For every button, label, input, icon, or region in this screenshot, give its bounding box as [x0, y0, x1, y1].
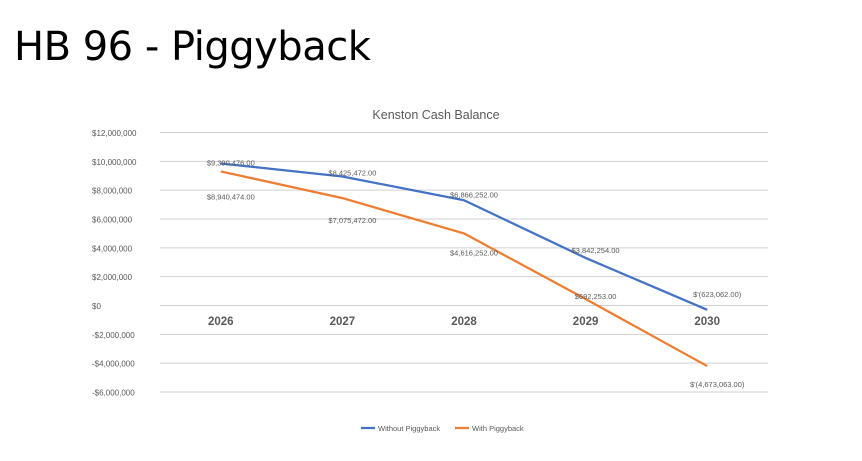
- y-tick-label: $4,000,000: [92, 244, 133, 253]
- data-labels: $9,390,476.00 $8,425,472.00 $6,866,252.00 $…: [207, 158, 745, 389]
- series-lines: [220, 162, 708, 368]
- data-label: $8,940,474.00: [207, 192, 255, 201]
- x-category-label: 2027: [330, 316, 356, 328]
- legend: Without Piggyback With Piggyback: [361, 424, 524, 433]
- series-line-with-piggyback: [220, 170, 708, 368]
- data-label: $'(4,673,063.00): [690, 380, 745, 389]
- chart-title: Kenston Cash Balance: [372, 108, 499, 122]
- y-tick-label: $12,000,000: [92, 129, 137, 138]
- x-axis-category-labels: 2026 2027 2028 2029 2030: [208, 316, 720, 328]
- x-category-label: 2029: [573, 316, 599, 328]
- slide-title: HB 96 - Piggyback: [14, 24, 371, 70]
- x-category-label: 2026: [208, 316, 234, 328]
- data-label: $9,390,476.00: [207, 158, 255, 167]
- x-category-label: 2030: [694, 316, 720, 328]
- y-tick-label: -$2,000,000: [92, 331, 135, 340]
- series-line-without-piggyback: [220, 162, 708, 311]
- legend-label: Without Piggyback: [378, 424, 440, 433]
- y-tick-label: $10,000,000: [92, 158, 137, 167]
- y-axis-tick-labels: $12,000,000 $10,000,000 $8,000,000 $6,000,0…: [92, 129, 137, 398]
- data-label: $7,075,472.00: [328, 216, 376, 225]
- y-tick-label: $8,000,000: [92, 187, 133, 196]
- data-label: $4,616,252.00: [450, 248, 498, 257]
- data-label: $692,253.00: [575, 292, 617, 301]
- data-label: $6,866,252.00: [450, 190, 498, 199]
- gridlines: [160, 132, 768, 393]
- y-tick-label: -$4,000,000: [92, 360, 135, 369]
- data-label: $8,425,472.00: [328, 168, 376, 177]
- y-tick-label: -$6,000,000: [92, 389, 135, 398]
- y-tick-label: $2,000,000: [92, 273, 133, 282]
- y-tick-label: $0: [92, 302, 101, 311]
- data-label: $3,842,254.00: [572, 246, 620, 255]
- legend-label: With Piggyback: [472, 424, 524, 433]
- y-tick-label: $6,000,000: [92, 216, 133, 225]
- data-label: $'(623,062.00): [693, 290, 742, 299]
- x-category-label: 2028: [451, 316, 477, 328]
